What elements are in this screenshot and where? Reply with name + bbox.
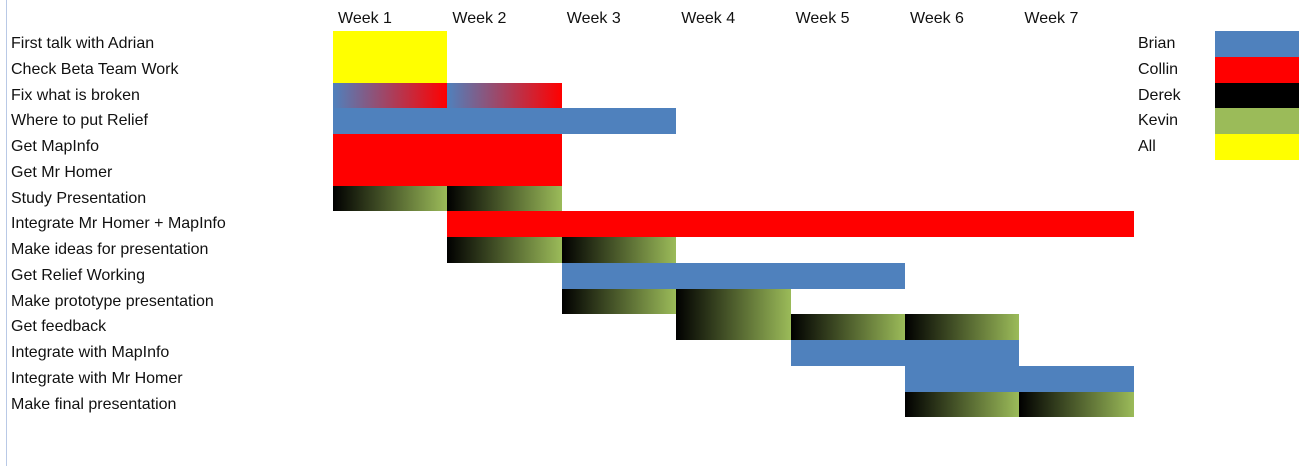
task-bar [676, 288, 791, 315]
task-label: Integrate with MapInfo [11, 344, 170, 361]
legend-swatch-collin [1215, 56, 1299, 83]
task-label: Integrate with Mr Homer [11, 369, 183, 387]
task-bar [447, 82, 562, 109]
task-label: Get Relief Working [11, 266, 145, 284]
task-label: Make final presentation [11, 395, 177, 413]
task-label: Integrate Mr Homer + MapInfo [11, 215, 226, 233]
week-header-2: Week 2 [452, 10, 507, 27]
task-bar [447, 211, 1134, 237]
week-header-5: Week 5 [795, 10, 850, 27]
week-header-1: Week 1 [338, 10, 392, 27]
task-label: Make prototype presentation [11, 292, 214, 310]
task-label: Get MapInfo [11, 138, 100, 155]
legend-swatch-brian [1215, 31, 1299, 57]
task-label: Check Beta Team Work [11, 60, 179, 78]
legend-label-collin: Collin [1138, 60, 1179, 78]
task-label: Make ideas for presentation [11, 241, 209, 258]
task-bar [333, 185, 448, 212]
task-label: Get Mr Homer [11, 163, 113, 181]
task-bar [561, 288, 677, 315]
week-header-6: Week 6 [910, 10, 964, 27]
task-bar [561, 262, 905, 289]
task-bar [790, 314, 905, 340]
task-label: Get feedback [11, 318, 107, 336]
task-bar [905, 391, 1020, 418]
task-bar [447, 237, 562, 263]
left-frame-line [6, 0, 7, 466]
legend-label-kevin: Kevin [1138, 112, 1179, 130]
task-label: Study Presentation [11, 189, 147, 207]
legend-label-derek: Derek [1138, 86, 1181, 104]
week-header-7: Week 7 [1024, 10, 1079, 27]
week-header-4: Week 4 [681, 10, 736, 27]
task-bar [676, 314, 791, 340]
task-bar [905, 365, 1134, 392]
legend-swatch-kevin [1215, 108, 1299, 135]
task-bar [790, 340, 1020, 366]
task-bar [1019, 391, 1134, 418]
task-label: Fix what is broken [11, 86, 140, 104]
legend-swatch-all [1215, 134, 1299, 160]
task-bar [333, 31, 448, 57]
task-bar [333, 134, 562, 160]
task-label: Where to put Relief [11, 112, 148, 130]
week-header-3: Week 3 [566, 10, 621, 27]
legend-label-brian: Brian [1138, 35, 1176, 52]
task-bar [905, 314, 1020, 340]
task-bar [561, 237, 677, 263]
task-bar [333, 108, 677, 134]
task-bar [447, 185, 562, 212]
task-bar [333, 56, 448, 83]
task-bar [333, 159, 562, 186]
task-bar [333, 82, 448, 109]
legend-label-all: All [1138, 138, 1156, 155]
task-label: First talk with Adrian [11, 35, 155, 52]
legend-swatch-derek [1215, 82, 1299, 109]
